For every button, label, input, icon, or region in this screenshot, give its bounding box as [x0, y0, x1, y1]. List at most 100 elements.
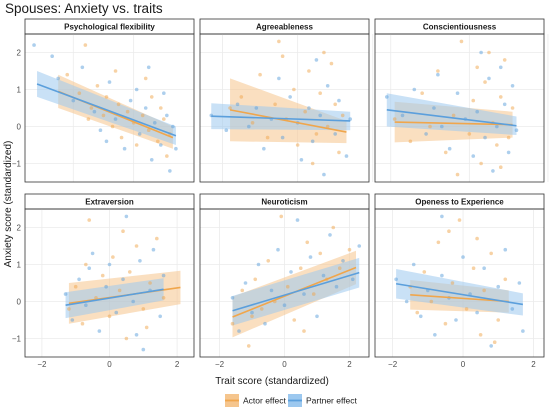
point-actor [125, 109, 130, 114]
line-partner [65, 288, 164, 306]
point-partner [141, 347, 146, 352]
point-partner [461, 255, 465, 259]
point-actor [277, 39, 281, 44]
point-partner [322, 172, 326, 177]
point-partner [107, 262, 112, 267]
point-partner [424, 132, 428, 136]
point-partner [71, 98, 76, 103]
point-actor [110, 124, 115, 129]
line-actor [229, 109, 347, 133]
point-actor [483, 80, 487, 84]
point-actor [428, 124, 432, 129]
point-actor [408, 139, 413, 144]
point-partner [107, 80, 112, 84]
point-actor [337, 150, 341, 155]
point-partner [404, 299, 409, 304]
point-partner [63, 292, 68, 296]
point-partner [295, 218, 300, 222]
point-actor [253, 277, 258, 282]
point-actor [230, 321, 235, 326]
point-actor [295, 143, 300, 147]
point-partner [113, 117, 118, 121]
point-partner [455, 91, 460, 95]
point-partner [433, 333, 437, 337]
point-partner [143, 106, 148, 110]
point-actor [250, 121, 255, 125]
point-actor [492, 340, 497, 345]
point-partner [243, 281, 248, 285]
x-tick-label: 2 [347, 360, 352, 369]
point-partner [325, 84, 330, 88]
point-partner [307, 106, 311, 110]
point-partner [161, 273, 166, 278]
point-actor [475, 236, 479, 241]
point-actor [420, 91, 424, 95]
point-partner [483, 135, 487, 140]
point-actor [482, 288, 486, 293]
point-actor [489, 251, 493, 256]
point-partner [121, 277, 125, 282]
point-actor [310, 161, 315, 166]
point-actor [340, 113, 345, 118]
y-tick-label: −1 [12, 160, 22, 169]
point-actor [258, 72, 262, 77]
point-partner [171, 124, 175, 129]
panel-border [374, 208, 545, 358]
point-partner [314, 58, 319, 62]
point-actor [65, 72, 70, 77]
point-actor [475, 65, 479, 70]
point-actor [140, 113, 145, 118]
point-partner [92, 109, 97, 114]
point-actor [134, 244, 139, 248]
point-partner [350, 277, 355, 282]
panel-border [24, 208, 195, 358]
y-tick-label: 1 [17, 261, 22, 270]
point-partner [299, 158, 304, 162]
legend-label-actor: Actor effect [243, 396, 286, 406]
point-actor [100, 273, 105, 278]
point-partner [280, 135, 285, 140]
point-partner [134, 87, 139, 92]
point-partner [496, 284, 501, 289]
point-actor [450, 281, 455, 285]
point-actor [331, 225, 336, 230]
point-partner [344, 154, 349, 158]
point-actor [127, 270, 132, 274]
point-actor [305, 240, 310, 245]
point-actor [292, 318, 297, 322]
x-tick-label: −2 [37, 360, 47, 369]
point-partner [128, 98, 133, 103]
point-actor [495, 143, 499, 147]
point-partner [149, 158, 154, 162]
point-actor [95, 84, 100, 88]
point-actor [121, 229, 125, 233]
panel-3: Extraversion −1 0 1 2 −2 0 2 [12, 193, 195, 369]
point-actor [496, 318, 501, 322]
point-partner [475, 109, 479, 114]
point-partner [503, 247, 508, 252]
point-partner [506, 150, 511, 155]
point-actor [422, 270, 427, 274]
point-actor [510, 106, 515, 110]
point-actor [162, 117, 166, 121]
point-partner [159, 143, 163, 147]
point-actor [392, 117, 397, 121]
point-partner [32, 43, 36, 47]
point-partner [158, 314, 162, 319]
point-actor [250, 314, 254, 319]
point-partner [162, 91, 166, 95]
point-partner [432, 106, 436, 110]
point-partner [50, 54, 54, 58]
point-partner [97, 329, 102, 333]
point-partner [394, 277, 398, 282]
point-partner [77, 277, 81, 282]
point-actor [113, 69, 118, 73]
point-partner [521, 329, 525, 333]
line-partner [211, 115, 351, 122]
point-actor [228, 106, 232, 110]
point-partner [487, 76, 491, 81]
point-partner [174, 146, 178, 151]
point-actor [471, 266, 476, 271]
confidence-band [396, 268, 523, 316]
line-partner [232, 271, 360, 312]
